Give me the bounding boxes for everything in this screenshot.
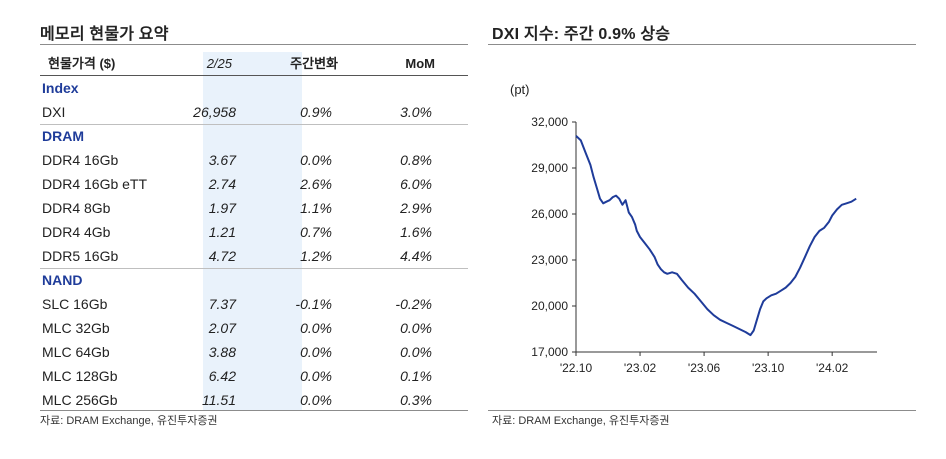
table-bottom-rule [40,410,468,411]
row-label: MLC 128Gb [42,368,118,384]
row-price: 1.21 [208,224,236,240]
section-label: DRAM [42,128,84,144]
row-mom: 0.0% [400,320,432,336]
row-label: MLC 64Gb [42,344,110,360]
header-divider [40,75,468,76]
section-row: Index [40,76,468,100]
row-label: DXI [42,104,66,120]
table-row: MLC 256Gb 11.51 0.0% 0.3% [40,388,468,412]
header-weekly-change: 주간변화 [290,56,338,71]
row-price: 3.67 [208,152,236,168]
row-label: DDR5 16Gb [42,248,119,264]
table-row: DDR4 16Gb 3.67 0.0% 0.8% [40,148,468,172]
row-mom: 4.4% [400,248,432,264]
row-mom: 0.1% [400,368,432,384]
row-label: MLC 32Gb [42,320,110,336]
group-divider [40,124,468,125]
y-tick-label: 26,000 [531,207,568,221]
table-row: MLC 128Gb 6.42 0.0% 0.1% [40,364,468,388]
row-weekly-change: 2.6% [300,176,332,192]
row-mom: 0.8% [400,152,432,168]
table-row: DXI 26,958 0.9% 3.0% [40,100,468,124]
row-weekly-change: 0.0% [300,392,332,408]
y-tick-label: 32,000 [531,115,568,129]
section-row: DRAM [40,124,468,148]
chart-panel-title: DXI 지수: 주간 0.9% 상승 [492,26,671,43]
row-label: DDR4 8Gb [42,200,111,216]
row-price: 4.72 [208,248,236,264]
x-tick-label: '24.02 [816,361,849,375]
row-price: 11.51 [202,392,236,408]
section-row: NAND [40,268,468,292]
row-price: 3.88 [208,344,236,360]
row-weekly-change: -0.1% [295,296,332,312]
row-mom: 1.6% [400,224,432,240]
y-axis-label: (pt) [510,82,530,97]
row-weekly-change: 0.9% [300,104,332,120]
row-mom: 0.3% [400,392,432,408]
table-panel-title: 메모리 현물가 요약 [40,26,169,43]
table-row: DDR4 8Gb 1.97 1.1% 2.9% [40,196,468,220]
table-title-rule [40,44,468,45]
y-tick-label: 20,000 [531,299,568,313]
row-mom: 2.9% [400,200,432,216]
table-header-row: 현물가격 ($) 2/25 주간변화 MoM [40,52,468,76]
group-divider [40,268,468,269]
chart-source-note: 자료: DRAM Exchange, 유진투자증권 [492,415,670,427]
chart-title-rule [488,44,916,45]
table-row: SLC 16Gb 7.37 -0.1% -0.2% [40,292,468,316]
x-tick-label: '23.06 [688,361,721,375]
row-mom: 0.0% [400,344,432,360]
row-mom: 6.0% [400,176,432,192]
chart-axes: (pt) 17,000 20,000 23,000 26,000 29,000 32,000… [510,82,877,375]
section-label: Index [42,80,79,96]
table-row: MLC 32Gb 2.07 0.0% 0.0% [40,316,468,340]
table-row: MLC 64Gb 3.88 0.0% 0.0% [40,340,468,364]
y-tick-label: 29,000 [531,161,568,175]
row-label: DDR4 16Gb eTT [42,176,148,192]
row-weekly-change: 0.0% [300,320,332,336]
y-tick-label: 23,000 [531,253,568,267]
row-price: 2.74 [208,176,236,192]
dxi-series-line [575,135,857,337]
row-label: SLC 16Gb [42,296,108,312]
x-tick-label: '22.10 [560,361,593,375]
y-tick-label: 17,000 [531,345,568,359]
row-weekly-change: 0.0% [300,344,332,360]
row-price: 6.42 [208,368,236,384]
price-column-highlight [203,52,302,410]
row-weekly-change: 0.7% [300,224,332,240]
row-label: MLC 256Gb [42,392,118,408]
chart-bottom-rule [488,410,916,411]
header-mom: MoM [405,56,435,71]
header-item: 현물가격 ($) [48,56,116,71]
row-price: 1.97 [208,200,236,216]
row-weekly-change: 1.2% [300,248,332,264]
row-weekly-change: 0.0% [300,368,332,384]
row-label: DDR4 4Gb [42,224,111,240]
table-row: DDR4 4Gb 1.21 0.7% 1.6% [40,220,468,244]
row-price: 7.37 [208,296,236,312]
dxi-line-chart: (pt) 17,000 20,000 23,000 26,000 29,000 32,000… [510,82,877,375]
x-tick-label: '23.02 [624,361,657,375]
header-date: 2/25 [206,56,232,71]
x-tick-label: '23.10 [752,361,785,375]
row-mom: -0.2% [395,296,432,312]
row-weekly-change: 0.0% [300,152,332,168]
row-price: 2.07 [208,320,236,336]
table-row: DDR5 16Gb 4.72 1.2% 4.4% [40,244,468,268]
table-source-note: 자료: DRAM Exchange, 유진투자증권 [40,415,218,427]
table-row: DDR4 16Gb eTT 2.74 2.6% 6.0% [40,172,468,196]
row-price: 26,958 [193,104,236,120]
row-mom: 3.0% [400,104,432,120]
section-label: NAND [42,272,83,288]
row-label: DDR4 16Gb [42,152,119,168]
row-weekly-change: 1.1% [300,200,332,216]
